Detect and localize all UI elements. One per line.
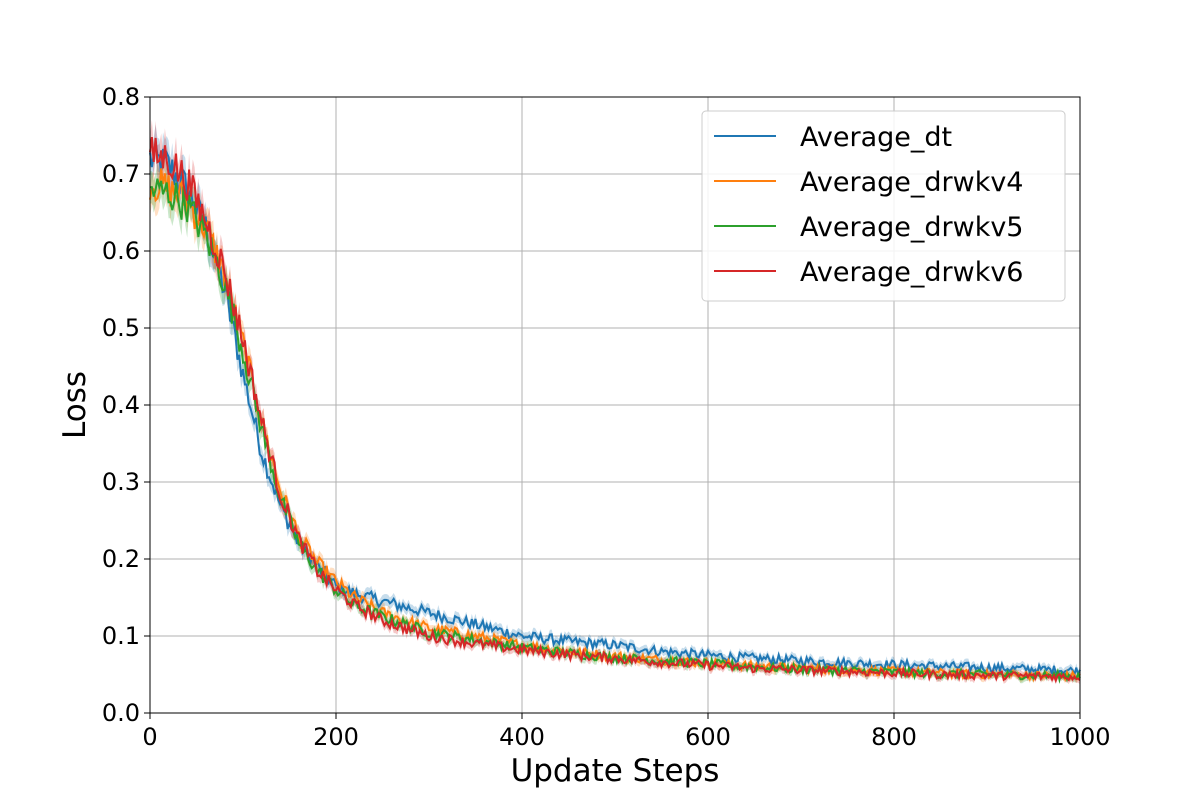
y-tick-label: 0.2	[102, 545, 140, 573]
x-tick-label: 800	[871, 723, 917, 751]
legend-label: Average_drwkv4	[800, 167, 1024, 198]
x-axis-label: Update Steps	[511, 753, 720, 789]
y-tick-label: 0.1	[102, 622, 140, 650]
legend: Average_dt Average_drwkv4 Average_drwkv5 Av…	[701, 110, 1066, 302]
legend-label: Average_dt	[800, 122, 952, 153]
y-tick-label: 0.4	[102, 391, 140, 419]
y-axis-label: Loss	[57, 371, 93, 439]
series-line-1	[149, 141, 1081, 679]
series-line-4	[149, 136, 1081, 684]
x-tick-label: 600	[685, 723, 731, 751]
legend-label: Average_drwkv5	[800, 212, 1024, 243]
legend-box	[701, 110, 1066, 302]
x-tick-label: 0	[142, 723, 157, 751]
x-tick-label: 200	[313, 723, 359, 751]
axis-ticks: 0 200 400 600 800 1000 0.0 0.1 0.2 0.3 0.4 0.5 0.6 0.…	[102, 83, 1111, 751]
legend-label: Average_drwkv6	[800, 257, 1024, 288]
x-tick-label: 400	[499, 723, 545, 751]
y-tick-label: 0.7	[102, 160, 140, 188]
y-tick-label: 0.0	[102, 699, 140, 727]
x-tick-label: 1000	[1049, 723, 1110, 751]
series-lines	[149, 136, 1081, 684]
y-tick-label: 0.3	[102, 468, 140, 496]
y-tick-label: 0.6	[102, 237, 140, 265]
y-tick-label: 0.8	[102, 83, 140, 111]
y-tick-label: 0.5	[102, 314, 140, 342]
